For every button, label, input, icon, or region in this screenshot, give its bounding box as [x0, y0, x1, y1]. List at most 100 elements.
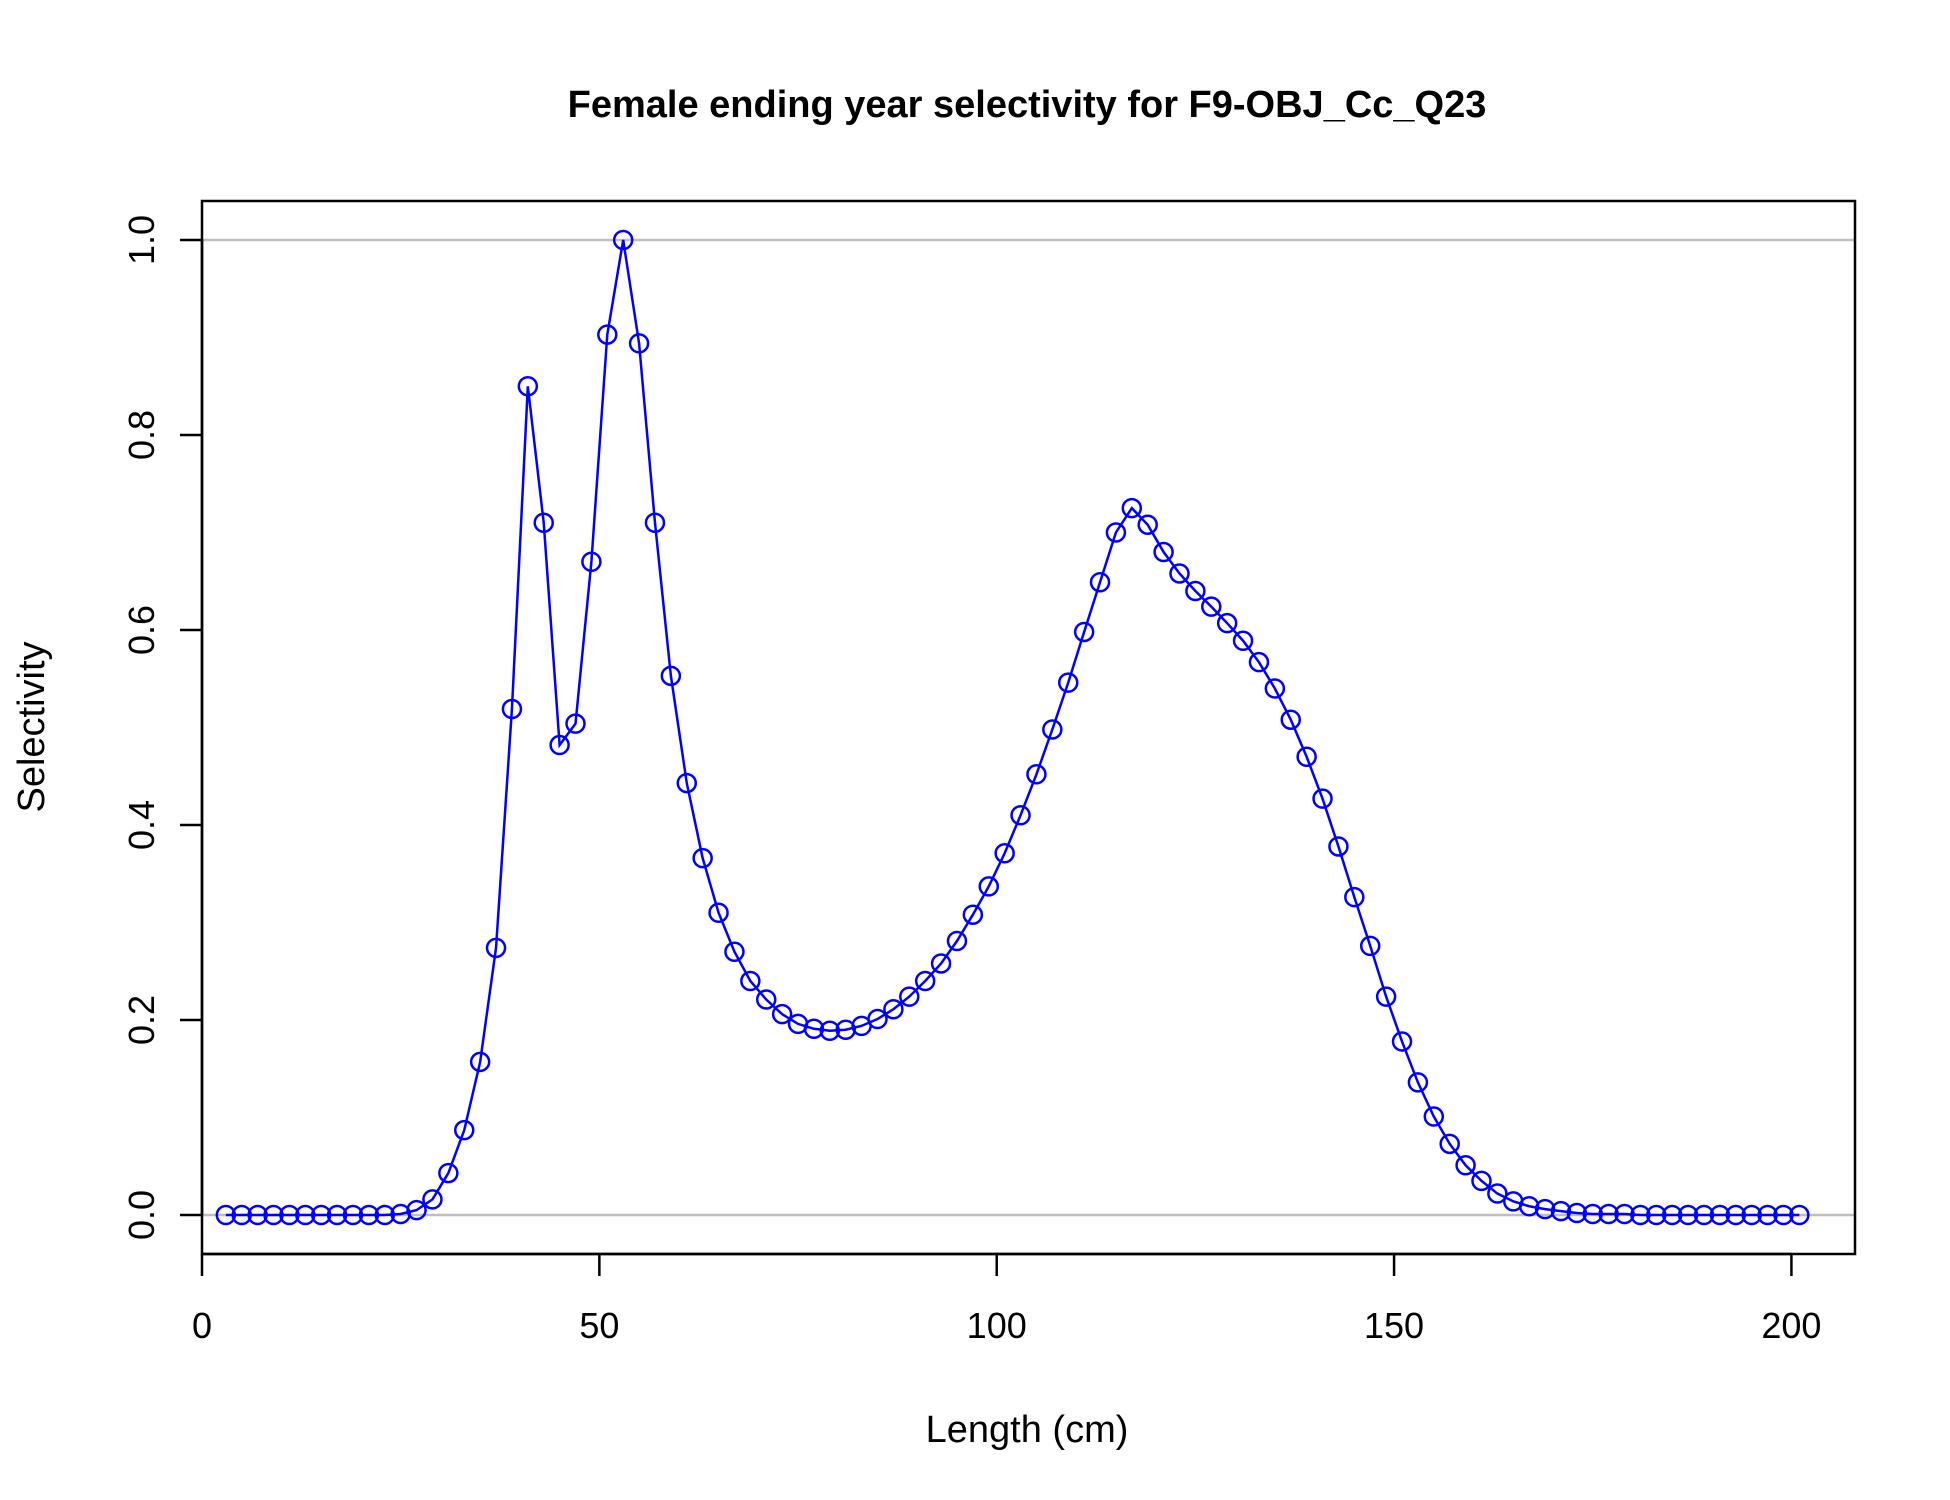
data-point: [1789, 1204, 1810, 1226]
data-point: [628, 333, 650, 354]
data-point: [1423, 1106, 1445, 1127]
data-point: [914, 970, 936, 992]
data-point: [1439, 1133, 1460, 1155]
y-tick-label: 0.2: [121, 995, 162, 1045]
data-point: [1534, 1198, 1556, 1220]
data-point: [930, 953, 952, 974]
y-axis: 0.0 0.2 0.4 0.6 0.8 1.0: [121, 215, 204, 1240]
data-point: [326, 1204, 348, 1226]
data-point: [1264, 678, 1286, 699]
x-tick-label: 200: [1761, 1305, 1821, 1346]
data-point: [708, 902, 729, 923]
data-point: [1137, 514, 1158, 535]
data-point: [1518, 1195, 1540, 1217]
y-tick-label: 0.4: [121, 800, 162, 850]
data-point: [867, 1008, 888, 1030]
data-point: [978, 876, 1000, 897]
data-point: [565, 713, 586, 734]
data-point: [1471, 1170, 1492, 1192]
x-axis: 0 50 100 150 200: [192, 1252, 1821, 1346]
data-point: [644, 512, 666, 533]
x-axis-label: Length (cm): [926, 1409, 1129, 1451]
data-point: [1693, 1204, 1715, 1226]
data-point: [1359, 935, 1381, 957]
y-tick-label: 0.8: [121, 410, 162, 460]
data-point: [1375, 986, 1397, 1007]
data-point: [1153, 541, 1174, 563]
data-point: [1487, 1183, 1508, 1204]
data-point: [1630, 1204, 1651, 1226]
data-point: [263, 1204, 284, 1226]
data-point: [1042, 719, 1063, 740]
data-point: [1073, 621, 1095, 643]
data-point: [1185, 580, 1206, 602]
data-point: [1773, 1204, 1794, 1226]
series-selectivity: [215, 229, 1810, 1226]
data-point: [803, 1018, 825, 1040]
y-axis-label: Selectivity: [11, 641, 53, 812]
data-point: [883, 999, 904, 1020]
data-point: [1725, 1204, 1747, 1226]
y-tick-label: 1.0: [121, 215, 162, 265]
data-point: [581, 551, 602, 572]
data-point: [1089, 571, 1111, 593]
data-point: [899, 986, 920, 1007]
data-point: [676, 772, 698, 794]
data-point: [438, 1162, 459, 1184]
data-point: [549, 734, 570, 756]
data-point: [295, 1204, 316, 1226]
data-point: [1757, 1204, 1778, 1226]
data-point: [1121, 497, 1143, 519]
x-tick-label: 100: [967, 1305, 1027, 1346]
data-point: [1328, 836, 1349, 857]
y-tick-label: 0.6: [121, 605, 162, 655]
series-line: [225, 239, 1800, 1217]
data-point: [485, 937, 507, 959]
data-point: [1105, 522, 1127, 543]
data-point: [1248, 651, 1270, 673]
data-point: [1296, 746, 1317, 767]
data-point: [310, 1204, 332, 1226]
data-point: [612, 229, 634, 251]
x-tick-label: 50: [579, 1305, 619, 1346]
data-point: [1057, 672, 1079, 693]
data-point: [1566, 1202, 1588, 1224]
data-point: [247, 1204, 268, 1226]
data-point: [962, 904, 984, 925]
data-point: [374, 1204, 396, 1226]
data-point: [1646, 1204, 1667, 1226]
data-point: [1169, 563, 1190, 584]
data-point: [1026, 764, 1047, 785]
x-tick-label: 0: [192, 1305, 212, 1346]
data-point: [771, 1003, 793, 1025]
data-point: [1391, 1031, 1413, 1052]
reference-lines: [202, 238, 1855, 1217]
data-point: [1709, 1204, 1731, 1226]
data-point: [660, 665, 682, 687]
chart-title: Female ending year selectivity for F9-OB…: [568, 84, 1487, 126]
data-point: [1661, 1204, 1683, 1226]
data-point: [724, 941, 745, 962]
data-point: [1280, 709, 1302, 730]
data-point: [946, 930, 968, 952]
data-point: [342, 1204, 364, 1226]
data-point: [231, 1204, 252, 1226]
data-point: [1677, 1204, 1699, 1226]
data-point: [469, 1051, 491, 1073]
data-point: [755, 989, 777, 1010]
data-point: [597, 324, 618, 345]
data-point: [1201, 596, 1222, 617]
data-point: [1407, 1072, 1429, 1093]
data-point: [1598, 1203, 1619, 1225]
data-point: [454, 1119, 475, 1141]
x-tick-label: 150: [1364, 1305, 1424, 1346]
data-point: [215, 1204, 237, 1226]
data-point: [517, 376, 539, 397]
data-point: [1344, 886, 1365, 908]
data-point: [819, 1020, 841, 1041]
data-point: [1614, 1203, 1635, 1225]
data-point: [740, 970, 761, 992]
data-point: [533, 512, 554, 533]
data-point: [1232, 630, 1254, 651]
